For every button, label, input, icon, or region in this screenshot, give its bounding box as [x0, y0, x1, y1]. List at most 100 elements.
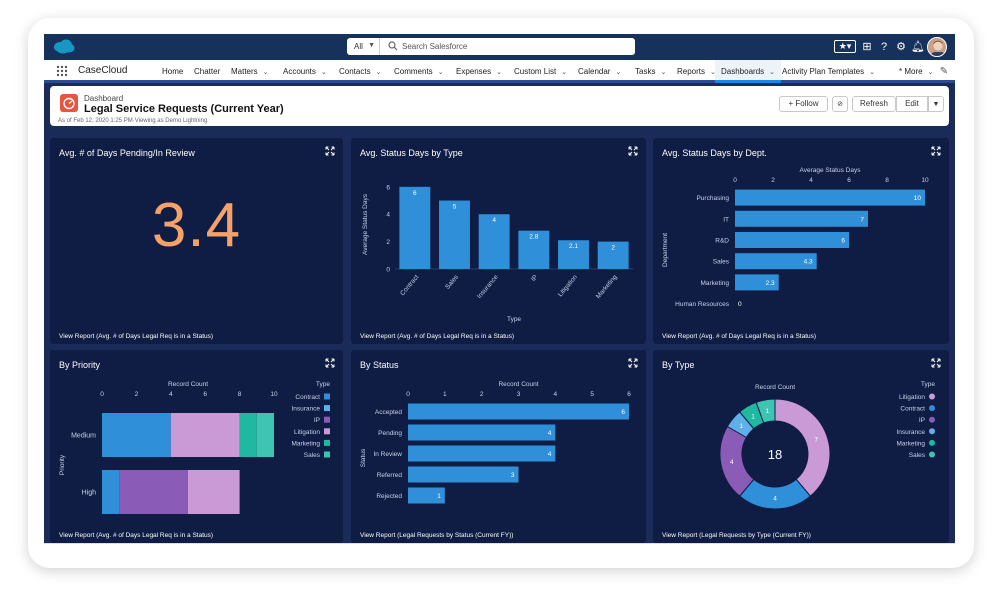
nav-item-comments[interactable]: Comments ⌄	[394, 60, 444, 83]
x-tick-label: Litigation	[557, 274, 579, 299]
nav-item-chatter[interactable]: Chatter	[194, 60, 220, 83]
global-add-icon[interactable]: ⊞	[862, 41, 872, 53]
nav-item-reports[interactable]: Reports ⌄	[677, 60, 716, 83]
bar-value-label: 4	[548, 451, 552, 458]
x-tick-label: Contract	[399, 274, 420, 297]
user-avatar[interactable]	[927, 37, 947, 57]
x-axis-label: Record Count	[498, 381, 538, 388]
favorites-star-icon[interactable]: ★▾	[834, 40, 856, 53]
nav-item-label: Tasks	[635, 67, 656, 76]
more-actions-button[interactable]: ▼	[928, 96, 944, 112]
nav-item-tasks[interactable]: Tasks ⌄	[635, 60, 666, 83]
slice-litigation	[774, 398, 831, 497]
chevron-down-icon[interactable]: ⌄	[660, 69, 667, 76]
slice-ip	[719, 425, 755, 497]
chevron-down-icon[interactable]: ⌄	[869, 69, 875, 76]
search-scope-select[interactable]: All ▼	[347, 38, 380, 55]
nav-item-custom-list[interactable]: Custom List ⌄	[514, 60, 567, 83]
slice-sales	[755, 398, 776, 424]
follow-button[interactable]: + Follow	[779, 96, 828, 112]
bell-icon[interactable]: 🔔︎	[911, 41, 925, 53]
app-navigation: CaseCloud Home Chatter Matters ⌄ Accounts ⌄ Co…	[44, 60, 955, 83]
bar-marketing	[735, 274, 779, 291]
view-report-link[interactable]: View Report (Avg. # of Days Legal Req is…	[59, 532, 214, 539]
view-report-link[interactable]: View Report (Legal Requests by Type (Cur…	[662, 532, 811, 539]
app-launcher-icon[interactable]	[56, 65, 68, 77]
y-tick-label: Accepted	[375, 409, 402, 416]
chevron-down-icon[interactable]: ⌄	[561, 69, 568, 76]
page-title: Legal Service Requests (Current Year)	[84, 103, 284, 115]
chevron-down-icon[interactable]: ⌄	[615, 69, 622, 76]
nav-item-expenses[interactable]: Expenses ⌄	[456, 60, 502, 83]
chevron-down-icon[interactable]: ⌄	[927, 69, 934, 76]
bar-in-review	[408, 445, 556, 462]
by-priority-title: By Priority	[59, 360, 101, 370]
view-report-link[interactable]: View Report (Avg. # of Days Legal Req is…	[360, 333, 515, 340]
nav-item-calendar[interactable]: Calendar ⌄	[578, 60, 621, 83]
dashboard-icon	[60, 94, 78, 112]
expand-icon[interactable]	[931, 358, 941, 368]
expand-icon[interactable]	[628, 358, 638, 368]
expand-icon[interactable]	[931, 146, 941, 156]
refresh-button[interactable]: Refresh	[852, 96, 896, 112]
x-tick-label: 6	[847, 177, 851, 184]
chevron-down-icon[interactable]: ⌄	[710, 69, 716, 76]
legend-swatch-sales	[929, 451, 935, 458]
expand-icon[interactable]	[325, 358, 335, 368]
nav-item-accounts[interactable]: Accounts ⌄	[283, 60, 327, 83]
bar-value-label: 6	[841, 238, 845, 245]
y-tick-label: Referred	[377, 472, 403, 479]
view-report-link[interactable]: View Report (Avg. # of Days Legal Req is…	[59, 333, 214, 340]
chevron-down-icon[interactable]: ⌄	[769, 69, 776, 76]
y-tick-label: R&D	[715, 238, 729, 245]
chevron-down-icon[interactable]: ⌄	[496, 69, 503, 76]
help-icon[interactable]: ?	[880, 41, 888, 53]
bar-value-label: 1	[437, 493, 441, 500]
salesforce-cloud-logo[interactable]	[52, 38, 76, 55]
nav-item-activity-plan-templates[interactable]: Activity Plan Templates ⌄	[782, 60, 875, 83]
nav-item-label: Activity Plan Templates	[782, 67, 865, 76]
nav-item-label: Accounts	[283, 67, 316, 76]
bar-value-label: 2	[611, 245, 615, 252]
nav-item-dashboards[interactable]: Dashboards ⌄	[715, 60, 782, 83]
bar-litigation	[558, 240, 589, 269]
edit-nav-pencil-icon[interactable]: ✎	[939, 66, 949, 77]
subscribe-button[interactable]: ⊘	[832, 96, 848, 112]
bar-value-label: 4.3	[804, 259, 813, 266]
nav-item-contacts[interactable]: Contacts ⌄	[339, 60, 381, 83]
legend-label: Contract	[295, 394, 320, 401]
avatar-portrait-icon	[928, 38, 946, 56]
x-tick-label: 0	[406, 391, 410, 398]
bar-ip	[518, 230, 550, 269]
status-by-type-chart: 0 2 4 6 6 Contract 5 Sales 4 Insurance 2.8 IP 2.1 Lit…	[362, 184, 633, 323]
gear-icon[interactable]: ⚙	[896, 41, 906, 53]
nav-item-label: Expenses	[456, 67, 492, 76]
chevron-down-icon[interactable]: ⌄	[320, 69, 327, 76]
chevron-down-icon[interactable]: ⌄	[375, 69, 382, 76]
y-tick-label: 2	[386, 239, 390, 246]
bar-value-label: 4	[548, 430, 552, 437]
bar-value-label: 5	[453, 204, 457, 211]
nav-item-matters[interactable]: Matters ⌄	[231, 60, 269, 83]
chevron-down-icon[interactable]: ⌄	[437, 69, 444, 76]
edit-button[interactable]: Edit	[896, 96, 928, 112]
expand-icon[interactable]	[325, 146, 335, 156]
legend-swatch-ip	[929, 416, 935, 423]
x-tick-label: Marketing	[595, 273, 619, 300]
legend-swatch-marketing	[324, 439, 330, 446]
global-search[interactable]	[380, 38, 635, 55]
view-report-link[interactable]: View Report (Avg. # of Days Legal Req is…	[662, 333, 817, 340]
bar-referred	[408, 466, 519, 483]
expand-icon[interactable]	[628, 146, 638, 156]
by-status-chart: Record Count 0 1 2 3 4 5 6 Accepted 6 Pending 4 In R…	[360, 381, 631, 504]
view-report-link[interactable]: View Report (Legal Requests by Status (C…	[360, 532, 514, 539]
nav-item-more[interactable]: * More ⌄	[899, 60, 933, 83]
chevron-down-icon[interactable]: ⌄	[262, 69, 269, 76]
slice-value-label: 1	[739, 423, 743, 430]
nav-item-home[interactable]: Home	[162, 60, 183, 83]
search-input[interactable]	[402, 40, 627, 53]
bar-sales	[439, 200, 470, 269]
legend-label: Marketing	[896, 440, 925, 447]
nav-item-label: Chatter	[194, 67, 221, 76]
segment-medium-sales	[256, 413, 274, 457]
